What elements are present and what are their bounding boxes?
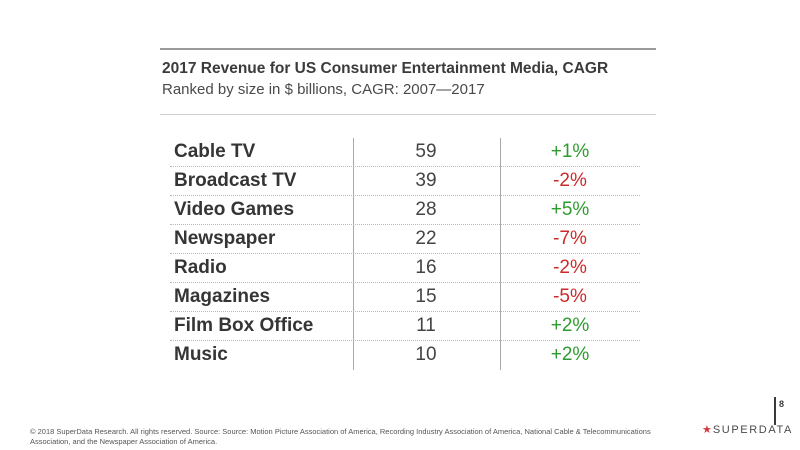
table-row: Film Box Office 11 +2% [170, 312, 640, 341]
revenue-value-cell: 11 [416, 315, 436, 336]
page-number: 8 [779, 399, 785, 409]
table-row: Magazines 15 -5% [170, 283, 640, 312]
cagr-value-cell: -2% [553, 170, 587, 191]
table-row: Newspaper 22 -7% [170, 225, 640, 254]
header-rule [160, 114, 656, 115]
chart-title: 2017 Revenue for US Consumer Entertainme… [162, 60, 609, 77]
media-name-cell: Film Box Office [174, 315, 314, 336]
revenue-value-cell: 28 [415, 199, 437, 220]
table-row: Music 10 +2% [170, 341, 640, 370]
table-row: Radio 16 -2% [170, 254, 640, 283]
revenue-value-cell: 10 [415, 344, 437, 365]
cagr-value-cell: +5% [550, 199, 590, 220]
cagr-value-cell: +2% [550, 344, 590, 365]
source-footnote: © 2018 SuperData Research. All rights re… [30, 427, 651, 446]
table-row: Video Games 28 +5% [170, 196, 640, 225]
revenue-table: Cable TV 59 +1% Broadcast TV 39 -2% Video Game… [170, 138, 640, 370]
revenue-value-cell: 16 [415, 257, 437, 278]
table-row: Broadcast TV 39 -2% [170, 167, 640, 196]
star-icon: ★ [702, 424, 712, 436]
media-name-cell: Broadcast TV [174, 170, 297, 191]
table-row: Cable TV 59 +1% [170, 138, 640, 167]
column-divider-value [353, 138, 354, 370]
top-rule [160, 48, 656, 50]
media-name-cell: Music [174, 344, 228, 365]
superdata-logo: ★SUPERDATA [702, 423, 793, 436]
media-name-cell: Radio [174, 257, 227, 278]
media-name-cell: Video Games [174, 199, 295, 220]
logo-text: SUPERDATA [712, 424, 793, 436]
media-name-cell: Cable TV [174, 141, 256, 162]
cagr-value-cell: -5% [553, 286, 587, 307]
chart-subtitle: Ranked by size in $ billions, CAGR: 2007… [162, 81, 485, 98]
media-name-cell: Newspaper [174, 228, 276, 249]
revenue-value-cell: 15 [415, 286, 437, 307]
cagr-value-cell: -7% [553, 228, 587, 249]
cagr-value-cell: +1% [550, 141, 590, 162]
page-number-bar [774, 397, 776, 425]
revenue-value-cell: 39 [415, 170, 437, 191]
revenue-value-cell: 22 [415, 228, 437, 249]
cagr-value-cell: +2% [550, 315, 590, 336]
column-divider-cagr [500, 138, 501, 370]
revenue-value-cell: 59 [415, 141, 437, 162]
cagr-value-cell: -2% [553, 257, 587, 278]
media-name-cell: Magazines [174, 286, 271, 307]
